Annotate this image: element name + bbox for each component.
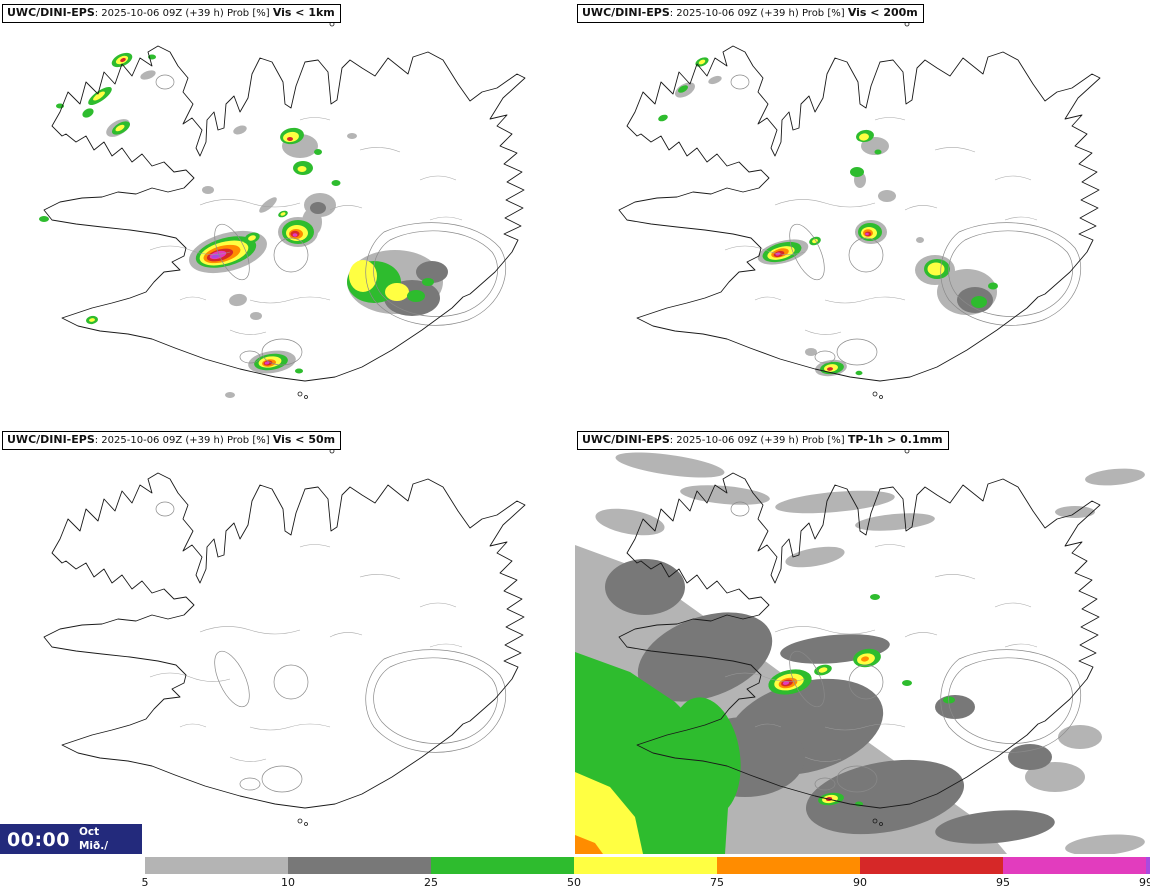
colorbar-segment-yellow <box>574 857 717 874</box>
run-info: : 2025-10-06 09Z (+39 h) Prob [%] <box>94 435 273 446</box>
colorbar-tick-5: 5 <box>141 876 149 889</box>
variable-name: Vis < 50m <box>272 433 336 446</box>
colorbar-tick-10: 10 <box>281 876 295 889</box>
valid-date-line: 8.okt./ Oct <box>78 813 118 839</box>
model-name: UWC/DINI-EPS <box>582 433 670 446</box>
model-name: UWC/DINI-EPS <box>7 6 95 19</box>
iceland-map-vis-1km <box>39 21 526 399</box>
colorbar-segment-red <box>860 857 1003 874</box>
iceland-map-vis-200m <box>618 21 1101 399</box>
panel-title-vis-1km: UWC/DINI-EPS: 2025-10-06 09Z (+39 h) Pro… <box>2 4 341 24</box>
colorbar-segment-purple <box>1146 857 1150 874</box>
panel-title-tp-1h: UWC/DINI-EPS: 2025-10-06 09Z (+39 h) Pro… <box>577 431 949 451</box>
map-panel-vis-50m: UWC/DINI-EPS: 2025-10-06 09Z (+39 h) Pro… <box>0 427 575 854</box>
colorbar-tick-90: 90 <box>853 876 867 889</box>
iceland-map-tp-1h <box>575 448 1145 854</box>
panel-title-vis-50m: UWC/DINI-EPS: 2025-10-06 09Z (+39 h) Pro… <box>2 431 342 451</box>
map-panel-tp-1h: UWC/DINI-EPS: 2025-10-06 09Z (+39 h) Pro… <box>575 427 1150 854</box>
panel-grid: UWC/DINI-EPS: 2025-10-06 09Z (+39 h) Pro… <box>0 0 1150 854</box>
colorbar-segment-gray1 <box>145 857 288 874</box>
colorbar-labels: 5 10 25 50 75 90 95 99 <box>141 876 1150 890</box>
run-info: : 2025-10-06 09Z (+39 h) Prob [%] <box>94 8 273 19</box>
probability-field-vis-1km <box>39 52 448 398</box>
colorbar-segment-magenta <box>1003 857 1146 874</box>
colorbar-tick-50: 50 <box>567 876 581 889</box>
colorbar-segment-green <box>431 857 574 874</box>
variable-name: Vis < 1km <box>272 6 335 19</box>
colorbar-segment-orange <box>717 857 860 874</box>
map-panel-vis-200m: UWC/DINI-EPS: 2025-10-06 09Z (+39 h) Pro… <box>575 0 1150 427</box>
colorbar-segment-gray2 <box>288 857 431 874</box>
panel-title-vis-200m: UWC/DINI-EPS: 2025-10-06 09Z (+39 h) Pro… <box>577 4 924 24</box>
valid-time-box: 00:00 8.okt./ Oct Mið./ Wed <box>0 813 142 865</box>
model-name: UWC/DINI-EPS <box>7 433 95 446</box>
colorbar-tick-95: 95 <box>996 876 1010 889</box>
variable-name: Vis < 200m <box>847 6 918 19</box>
run-info: : 2025-10-06 09Z (+39 h) Prob [%] <box>669 8 848 19</box>
probability-field-tp-1h <box>575 452 1145 854</box>
probability-field-vis-200m <box>658 57 998 377</box>
colorbar-tick-25: 25 <box>424 876 438 889</box>
valid-time: 00:00 <box>7 828 70 851</box>
colorbar-tick-99: 99 <box>1139 876 1150 889</box>
variable-name: TP-1h > 0.1mm <box>847 433 943 446</box>
run-info: : 2025-10-06 09Z (+39 h) Prob [%] <box>669 435 848 446</box>
model-name: UWC/DINI-EPS <box>582 6 670 19</box>
colorbar-tick-75: 75 <box>710 876 724 889</box>
map-panel-vis-1km: UWC/DINI-EPS: 2025-10-06 09Z (+39 h) Pro… <box>0 0 575 427</box>
legend-strip: 5 10 25 50 75 90 95 99 <box>0 854 1150 891</box>
iceland-map-vis-50m <box>43 448 526 826</box>
probability-colorbar <box>145 857 1150 874</box>
